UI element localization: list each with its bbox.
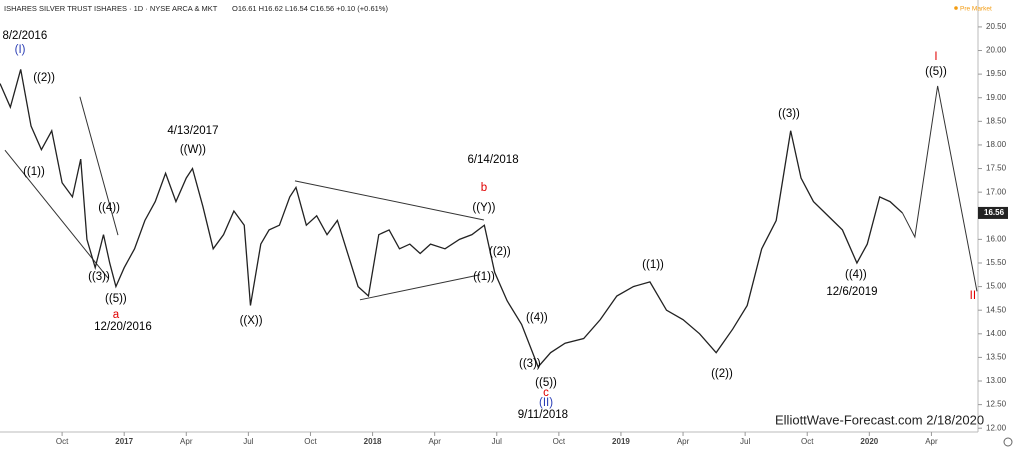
y-tick-label: 18.00 xyxy=(986,140,1007,149)
x-tick-label: Oct xyxy=(801,437,814,446)
x-tick-label: 2017 xyxy=(115,437,133,446)
wave-label: ((4)) xyxy=(526,312,548,324)
y-tick-label: 19.00 xyxy=(986,93,1007,102)
wave-label: ((5)) xyxy=(535,377,557,389)
chart-title: ISHARES SILVER TRUST ISHARES · 1D · NYSE… xyxy=(4,4,218,13)
y-tick-label: 13.00 xyxy=(986,376,1007,385)
x-tick-label: Oct xyxy=(304,437,317,446)
wave-label: c xyxy=(543,387,549,399)
last-price-box xyxy=(978,206,1008,219)
wave-label: ((3)) xyxy=(519,358,541,370)
y-tick-label: 19.50 xyxy=(986,69,1007,78)
wave-label: ((1)) xyxy=(473,271,495,283)
footer: ElliottWave-Forecast.com 2/18/2020 xyxy=(775,412,984,427)
wave-label: ((4)) xyxy=(845,269,867,281)
wave-label: ((5)) xyxy=(105,293,127,305)
wave-label: 12/20/2016 xyxy=(94,321,152,333)
y-tick-label: 14.00 xyxy=(986,329,1007,338)
trendline xyxy=(79,96,119,236)
y-tick-label: 15.50 xyxy=(986,258,1007,267)
wave-label: ((X)) xyxy=(240,315,263,327)
last-price-label: 16.56 xyxy=(984,208,1005,217)
wave-label: I xyxy=(934,51,937,63)
x-tick-label: Jul xyxy=(740,437,750,446)
status-dot xyxy=(954,6,958,10)
x-tick-label: Jul xyxy=(243,437,253,446)
wave-label: 9/11/2018 xyxy=(518,409,568,421)
x-tick-label: 2020 xyxy=(860,437,878,446)
x-tick-label: Oct xyxy=(56,437,69,446)
wave-label: ((Y)) xyxy=(472,202,495,214)
wave-label: 4/13/2017 xyxy=(167,125,218,137)
status: Pre Market xyxy=(960,6,992,13)
trendline xyxy=(4,149,109,279)
x-tick-label: Apr xyxy=(677,437,690,446)
y-tick-label: 15.00 xyxy=(986,282,1007,291)
x-tick-label: Apr xyxy=(925,437,938,446)
trendline xyxy=(294,180,485,221)
wave-label: ((4)) xyxy=(98,202,120,214)
wave-label: 12/6/2019 xyxy=(826,286,877,298)
y-tick-label: 14.50 xyxy=(986,305,1007,314)
y-tick-label: 17.00 xyxy=(986,187,1007,196)
wave-label: 8/2/2016 xyxy=(2,30,47,42)
wave-label: ((3)) xyxy=(88,271,110,283)
wave-label: ((3)) xyxy=(778,108,800,120)
y-tick-label: 20.50 xyxy=(986,22,1007,31)
y-tick-label: 18.50 xyxy=(986,116,1007,125)
x-tick-label: Oct xyxy=(553,437,566,446)
y-tick-label: 16.00 xyxy=(986,234,1007,243)
x-tick-label: Jul xyxy=(492,437,502,446)
wave-label: ((2)) xyxy=(489,246,511,258)
trendline xyxy=(359,274,481,301)
wave-label: (I) xyxy=(15,44,26,56)
wave-label: ((1)) xyxy=(23,166,45,178)
x-tick-label: 2019 xyxy=(612,437,630,446)
wave-label: ((1)) xyxy=(642,259,664,271)
settings-icon[interactable] xyxy=(1003,437,1013,447)
y-tick-label: 12.00 xyxy=(986,423,1007,432)
wave-label: 6/14/2018 xyxy=(467,154,518,166)
price-line xyxy=(0,69,903,369)
x-tick-label: Apr xyxy=(428,437,441,446)
y-tick-label: 20.00 xyxy=(986,46,1007,55)
y-tick-label: 17.50 xyxy=(986,164,1007,173)
wave-label: ((W)) xyxy=(180,144,206,156)
x-tick-label: Apr xyxy=(180,437,193,446)
wave-label: ((2)) xyxy=(33,72,55,84)
wave-label: b xyxy=(481,182,487,194)
y-tick-label: 12.50 xyxy=(986,400,1007,409)
projection-line xyxy=(902,85,978,292)
wave-label: II xyxy=(970,290,976,302)
wave-label: a xyxy=(113,309,120,321)
ohlc-readout: O16.61 H16.62 L16.54 C16.56 +0.10 (+0.61… xyxy=(232,4,388,13)
wave-label: ((5)) xyxy=(925,66,947,78)
y-tick-label: 13.50 xyxy=(986,353,1007,362)
x-tick-label: 2018 xyxy=(364,437,382,446)
wave-label: (II) xyxy=(539,397,553,409)
wave-label: ((2)) xyxy=(711,368,733,380)
